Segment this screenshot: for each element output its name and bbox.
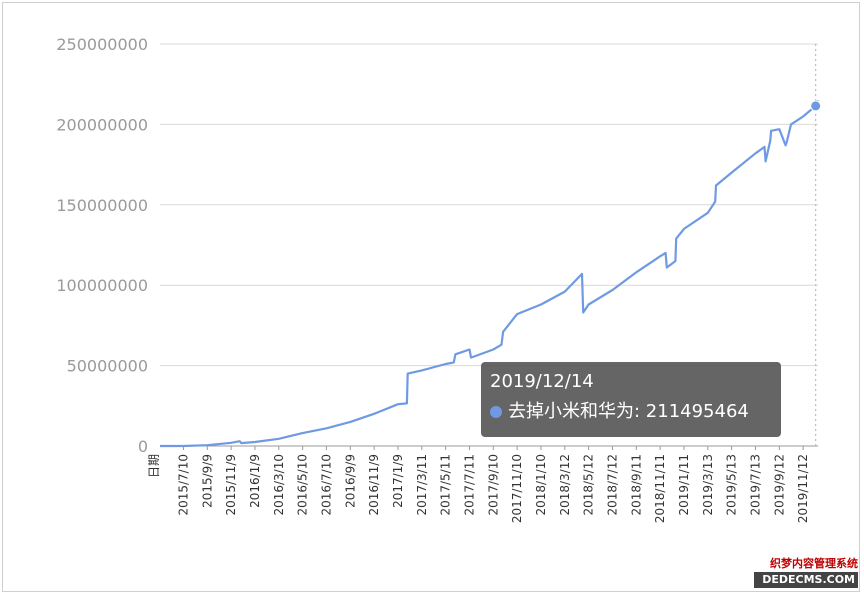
x-axis-label: 日期 xyxy=(147,454,161,478)
x-tick-label: 2017/9/10 xyxy=(486,454,500,516)
x-tick-label: 2019/7/13 xyxy=(748,454,762,516)
x-tick-label: 2015/7/10 xyxy=(176,454,190,516)
y-tick-label: 250000000 xyxy=(56,35,148,54)
x-tick-label: 2016/3/10 xyxy=(272,454,286,516)
x-tick-label: 2017/5/11 xyxy=(439,454,453,516)
x-tick-label: 2019/5/13 xyxy=(725,454,739,516)
x-tick-label: 2016/5/10 xyxy=(296,454,310,516)
x-tick-label: 2015/11/9 xyxy=(224,454,238,516)
hover-point xyxy=(810,100,822,112)
tooltip-series-name: 去掉小米和华为 xyxy=(508,401,634,422)
x-tick-label: 2016/1/9 xyxy=(248,454,262,508)
x-tick-label: 2016/11/9 xyxy=(367,454,381,516)
x-tick-label: 2019/3/13 xyxy=(701,454,715,516)
tooltip-date: 2019/12/14 xyxy=(490,371,594,392)
x-tick-label: 2018/1/10 xyxy=(534,454,548,516)
watermark-logo: 织梦内容管理系统 DEDECMS.COM xyxy=(754,556,858,590)
series-line xyxy=(160,99,820,448)
y-tick-label: 0 xyxy=(138,437,148,456)
x-tick-label: 2015/9/9 xyxy=(200,454,214,508)
x-tick-label: 2019/1/11 xyxy=(677,454,691,516)
tooltip-value: 211495464 xyxy=(645,401,749,422)
x-tick-label: 2017/7/11 xyxy=(462,454,476,516)
y-tick-label: 50000000 xyxy=(67,357,148,376)
x-tick-label: 2016/9/9 xyxy=(343,454,357,508)
y-tick-label: 150000000 xyxy=(56,196,148,215)
x-tick-label: 2016/7/10 xyxy=(319,454,333,516)
tooltip-colon: : xyxy=(634,401,646,422)
y-axis-ticks: 0 50000000 100000000 150000000 200000000 2500… xyxy=(56,35,148,456)
watermark-line1: 织梦内容管理系统 xyxy=(770,557,858,570)
y-tick-label: 200000000 xyxy=(56,115,148,134)
x-tick-label: 2018/3/12 xyxy=(558,454,572,516)
x-tick-label: 2018/7/12 xyxy=(605,454,619,516)
x-axis-ticks: 2015/7/10 2015/9/9 2015/11/9 2016/1/9 2016/3… xyxy=(176,454,810,523)
x-tick-label: 2018/5/12 xyxy=(582,454,596,516)
series-dot-icon xyxy=(490,406,502,418)
x-tick-label: 2019/11/12 xyxy=(796,454,810,523)
x-tick-label: 2017/11/10 xyxy=(510,454,524,523)
x-tick-label: 2018/11/11 xyxy=(653,454,667,523)
x-tick-label: 2018/9/11 xyxy=(629,454,643,516)
x-tick-label: 2017/1/9 xyxy=(391,454,405,508)
tooltip-row: 去掉小米和华为: 211495464 xyxy=(490,398,772,426)
x-tick-label: 2017/3/11 xyxy=(415,454,429,516)
watermark-line2: DEDECMS.COM xyxy=(754,572,858,588)
x-tick-label: 2019/9/12 xyxy=(772,454,786,516)
series-layer xyxy=(160,99,822,448)
tooltip: 2019/12/14 去掉小米和华为: 211495464 xyxy=(481,362,781,437)
y-tick-label: 100000000 xyxy=(56,276,148,295)
